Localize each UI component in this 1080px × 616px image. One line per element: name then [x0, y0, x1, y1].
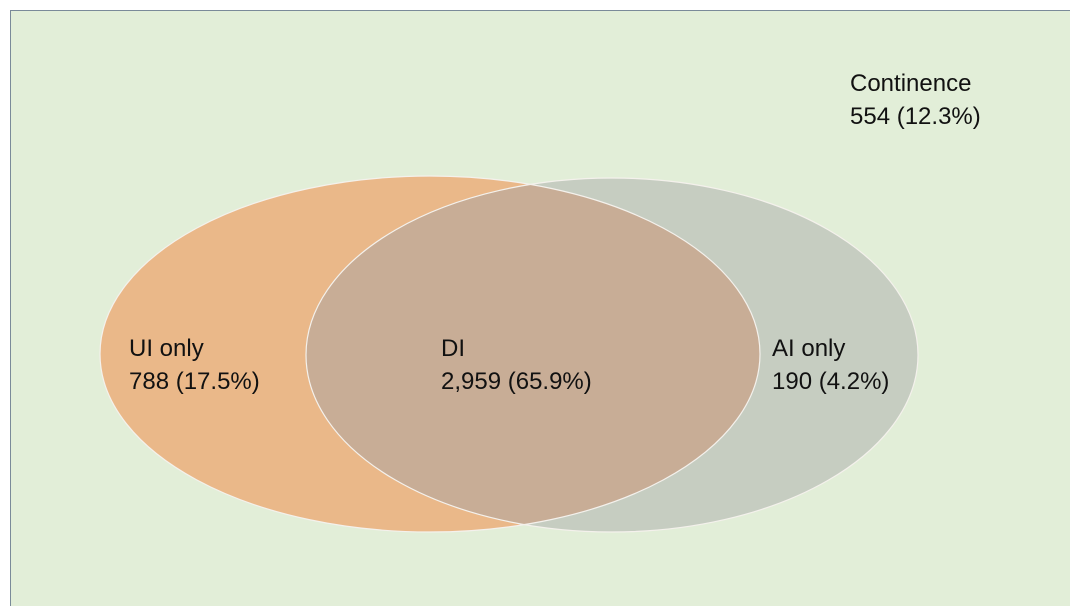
ai-only-label: AI only 190 (4.2%) [772, 332, 889, 398]
ui-outline [99, 175, 761, 533]
di-label: DI 2,959 (65.9%) [441, 332, 592, 398]
continence-name: Continence [850, 70, 972, 97]
ai-outline [305, 177, 919, 533]
ui-only-name: UI only [129, 335, 204, 362]
ui-only-label: UI only 788 (17.5%) [129, 332, 260, 398]
ai-only-value: 190 (4.2%) [772, 368, 890, 395]
di-name: DI [441, 335, 465, 362]
ai-only-name: AI only [772, 335, 846, 362]
di-value: 2,959 (65.9%) [441, 368, 592, 395]
ui-only-value: 788 (17.5%) [129, 368, 260, 395]
continence-value: 554 (12.3%) [850, 103, 981, 130]
overlap-region [306, 178, 760, 532]
continence-label: Continence 554 (12.3%) [850, 67, 981, 133]
